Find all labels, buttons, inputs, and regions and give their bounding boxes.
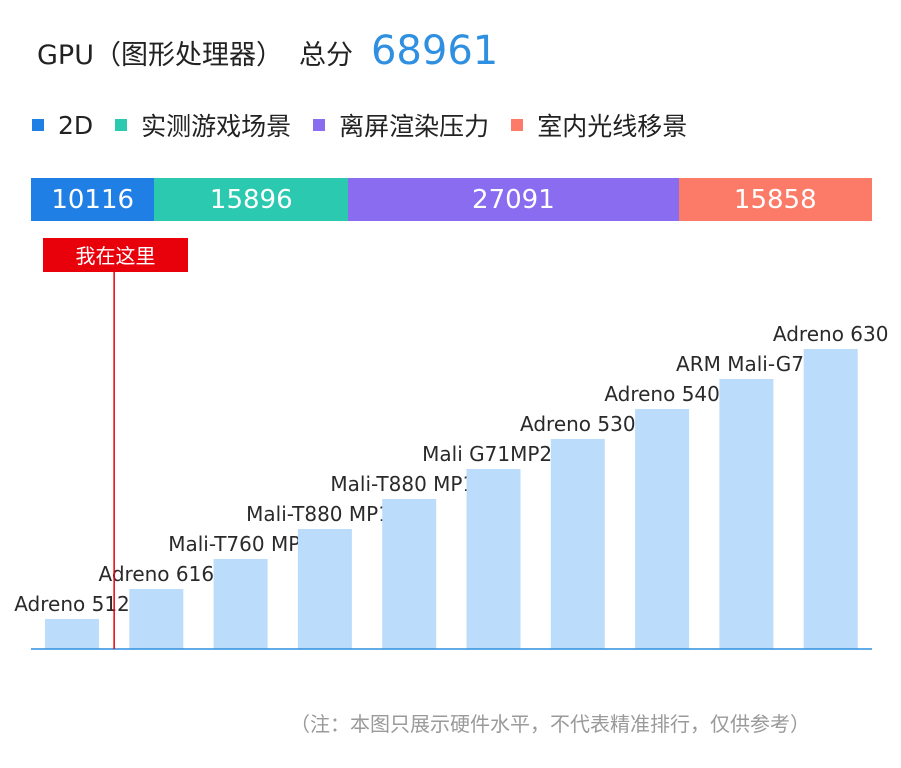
- footnote: （注：本图只展示硬件水平，不代表精准排行，仅供参考）: [290, 712, 810, 736]
- bar-label: Adreno 616: [99, 562, 215, 586]
- marker-badge: [43, 238, 188, 272]
- score-segment-game-scene: 15896: [154, 178, 349, 221]
- legend: 2D 实测游戏场景 离屏渲染压力 室内光线移景: [32, 108, 709, 142]
- total-score-label: 总分: [298, 40, 353, 71]
- bar: [297, 529, 352, 649]
- legend-swatch-2d: [32, 119, 44, 131]
- total-score-value: 68961: [370, 28, 499, 74]
- bar: [466, 469, 521, 649]
- bar: [635, 409, 690, 649]
- legend-label-game-scene: 实测游戏场景: [141, 112, 292, 141]
- legend-label-indoor-lighting: 室内光线移景: [537, 112, 688, 141]
- header: GPU（图形处理器） 总分 68961: [37, 28, 498, 78]
- marker-label: 我在这里: [76, 244, 156, 268]
- legend-swatch-offscreen-render: [313, 119, 326, 131]
- bar-label: Mali-T760 MP8: [168, 532, 313, 556]
- score-segment-offscreen-render: 27091: [348, 178, 679, 221]
- legend-item-offscreen-render: 离屏渲染压力: [313, 107, 489, 143]
- bar: [382, 499, 437, 649]
- bar: [803, 349, 858, 649]
- bar-label: Adreno 512: [14, 592, 130, 616]
- legend-label-2d: 2D: [58, 110, 94, 140]
- bar: [213, 559, 268, 649]
- legend-item-indoor-lighting: 室内光线移景: [511, 107, 687, 143]
- legend-swatch-indoor-lighting: [511, 119, 524, 131]
- bar: [550, 439, 605, 649]
- bar: [45, 619, 99, 649]
- page-title: GPU（图形处理器）: [37, 40, 283, 71]
- bar-label: Mali G71MP20: [422, 442, 565, 466]
- legend-item-game-scene: 实测游戏场景: [115, 107, 291, 143]
- bar: [719, 379, 774, 649]
- bar-label: Adreno 630: [773, 322, 889, 346]
- bar-label: Mali-T880 MP10: [246, 502, 404, 526]
- bar-label: Adreno 530: [520, 412, 636, 436]
- score-segment-2d: 10116: [31, 178, 155, 221]
- bar-label: Mali-T880 MP12: [330, 472, 488, 496]
- score-breakdown-bar: 10116 15896 27091 15858: [31, 178, 872, 221]
- legend-item-2d: 2D: [32, 111, 93, 140]
- legend-label-offscreen-render: 离屏渲染压力: [339, 112, 490, 141]
- bar: [129, 589, 184, 649]
- bar-label: ARM Mali-G72: [676, 352, 817, 376]
- legend-swatch-game-scene: [115, 119, 128, 131]
- bars-group: Adreno 512 Adreno 616 Mali-T760 MP8 Mali-T8…: [14, 322, 888, 649]
- score-segment-indoor-lighting: 15858: [678, 178, 872, 221]
- bar-label: Adreno 540: [604, 382, 720, 406]
